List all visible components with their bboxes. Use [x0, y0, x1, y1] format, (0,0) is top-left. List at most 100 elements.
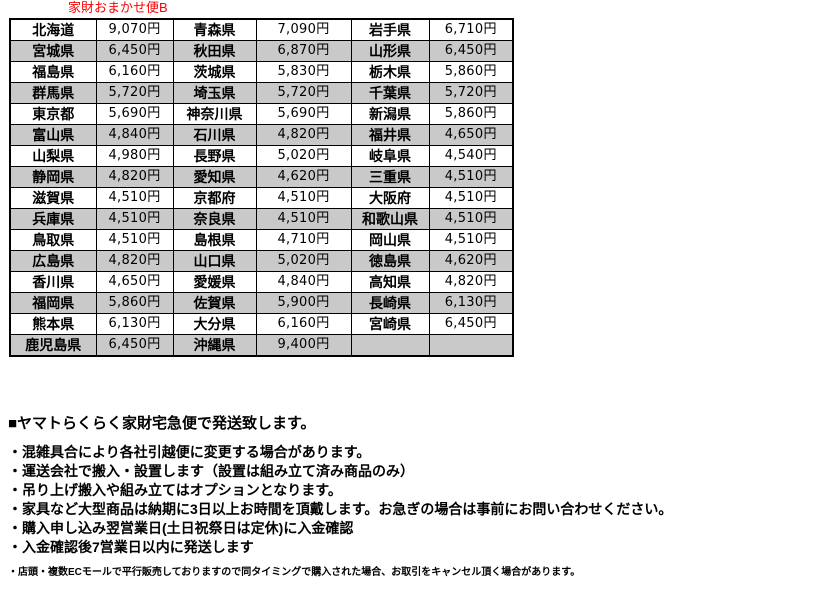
table-cell-empty — [428, 334, 514, 357]
table-cell-prefecture: 沖縄県 — [172, 334, 257, 357]
table-cell-price: 5,020円 — [255, 250, 352, 272]
table-cell-price: 9,070円 — [95, 18, 174, 41]
table-cell-price: 5,720円 — [255, 82, 352, 104]
table-cell-prefecture: 福島県 — [9, 61, 97, 83]
table-cell-price: 4,510円 — [95, 208, 174, 230]
shipping-fee-table-body: 北海道 9,070円 青森県 7,090円 岩手県 6,710円 宮城県 6,450円 秋田県 6… — [9, 18, 514, 357]
table-cell-price: 6,160円 — [95, 61, 174, 83]
table-cell-prefecture: 兵庫県 — [9, 208, 97, 230]
table-cell-prefecture: 奈良県 — [172, 208, 257, 230]
table-cell-prefecture: 埼玉県 — [172, 82, 257, 104]
table-cell-prefecture: 愛媛県 — [172, 271, 257, 293]
table-row: 山梨県 4,980円 長野県 5,020円 岐阜県 4,540円 — [9, 145, 514, 167]
note-line: ・吊り上げ搬入や組み立てはオプションとなります。 — [8, 482, 342, 498]
table-cell-price: 6,710円 — [428, 18, 514, 41]
table-cell-empty — [350, 334, 430, 357]
table-cell-price: 5,720円 — [95, 82, 174, 104]
table-row: 群馬県 5,720円 埼玉県 5,720円 千葉県 5,720円 — [9, 82, 514, 104]
table-cell-price: 6,450円 — [428, 40, 514, 62]
table-cell-price: 4,510円 — [428, 229, 514, 251]
table-cell-price: 4,510円 — [95, 187, 174, 209]
table-cell-price: 6,450円 — [95, 334, 174, 357]
table-cell-price: 6,160円 — [255, 313, 352, 335]
table-cell-prefecture: 茨城県 — [172, 61, 257, 83]
table-cell-prefecture: 青森県 — [172, 18, 257, 41]
table-cell-price: 6,450円 — [428, 313, 514, 335]
table-row: 宮城県 6,450円 秋田県 6,870円 山形県 6,450円 — [9, 40, 514, 62]
table-cell-prefecture: 山形県 — [350, 40, 430, 62]
table-cell-price: 5,900円 — [255, 292, 352, 314]
table-row: 香川県 4,650円 愛媛県 4,840円 高知県 4,820円 — [9, 271, 514, 293]
shipping-fee-table: 北海道 9,070円 青森県 7,090円 岩手県 6,710円 宮城県 6,450円 秋田県 6… — [9, 18, 514, 357]
table-cell-prefecture: 大分県 — [172, 313, 257, 335]
notes-fine-print: ・店頭・複数ECモールで平行販売しておりますので同タイミングで購入された場合、お… — [8, 567, 581, 578]
table-cell-prefecture: 岐阜県 — [350, 145, 430, 167]
table-cell-prefecture: 宮城県 — [9, 40, 97, 62]
table-cell-prefecture: 徳島県 — [350, 250, 430, 272]
table-cell-prefecture: 愛知県 — [172, 166, 257, 188]
table-row: 福島県 6,160円 茨城県 5,830円 栃木県 5,860円 — [9, 61, 514, 83]
shipping-fee-table-container: 北海道 9,070円 青森県 7,090円 岩手県 6,710円 宮城県 6,450円 秋田県 6… — [9, 18, 514, 357]
shipping-plan-title: 家財おまかせ便B — [68, 0, 168, 15]
table-cell-price: 5,720円 — [428, 82, 514, 104]
table-cell-price: 4,620円 — [428, 250, 514, 272]
note-line: ・家具など大型商品は納期に3日以上お時間を頂戴します。お急ぎの場合は事前にお問い… — [8, 501, 673, 517]
table-row: 東京都 5,690円 神奈川県 5,690円 新潟県 5,860円 — [9, 103, 514, 125]
table-cell-prefecture: 秋田県 — [172, 40, 257, 62]
table-cell-price: 5,690円 — [255, 103, 352, 125]
table-cell-price: 6,130円 — [428, 292, 514, 314]
table-cell-prefecture: 山梨県 — [9, 145, 97, 167]
table-cell-prefecture: 東京都 — [9, 103, 97, 125]
table-cell-prefecture: 長崎県 — [350, 292, 430, 314]
table-cell-prefecture: 岡山県 — [350, 229, 430, 251]
table-row: 福岡県 5,860円 佐賀県 5,900円 長崎県 6,130円 — [9, 292, 514, 314]
shipping-notes-block: ■ヤマトらくらく家財宅急便で発送致します。 ・混雑具合により各社引越便に変更する… — [8, 414, 814, 580]
table-cell-prefecture: 滋賀県 — [9, 187, 97, 209]
table-cell-price: 4,820円 — [95, 166, 174, 188]
table-cell-prefecture: 石川県 — [172, 124, 257, 146]
table-cell-price: 9,400円 — [255, 334, 352, 357]
table-cell-prefecture: 福井県 — [350, 124, 430, 146]
table-cell-prefecture: 静岡県 — [9, 166, 97, 188]
table-cell-prefecture: 熊本県 — [9, 313, 97, 335]
table-cell-prefecture: 群馬県 — [9, 82, 97, 104]
table-cell-prefecture: 神奈川県 — [172, 103, 257, 125]
table-cell-prefecture: 富山県 — [9, 124, 97, 146]
table-row: 兵庫県 4,510円 奈良県 4,510円 和歌山県 4,510円 — [9, 208, 514, 230]
notes-list: ・混雑具合により各社引越便に変更する場合があります。 ・運送会社で搬入・設置します… — [8, 443, 814, 557]
table-cell-price: 4,510円 — [428, 187, 514, 209]
note-line: ・混雑具合により各社引越便に変更する場合があります。 — [8, 444, 371, 460]
table-row: 富山県 4,840円 石川県 4,820円 福井県 4,650円 — [9, 124, 514, 146]
table-cell-price: 4,650円 — [428, 124, 514, 146]
table-cell-price: 6,130円 — [95, 313, 174, 335]
table-row: 鳥取県 4,510円 島根県 4,710円 岡山県 4,510円 — [9, 229, 514, 251]
table-cell-price: 4,820円 — [255, 124, 352, 146]
notes-heading: ■ヤマトらくらく家財宅急便で発送致します。 — [8, 415, 316, 432]
table-cell-price: 4,510円 — [428, 208, 514, 230]
table-cell-prefecture: 大阪府 — [350, 187, 430, 209]
table-cell-prefecture: 三重県 — [350, 166, 430, 188]
table-row: 滋賀県 4,510円 京都府 4,510円 大阪府 4,510円 — [9, 187, 514, 209]
table-cell-prefecture: 鹿児島県 — [9, 334, 97, 357]
table-row: 熊本県 6,130円 大分県 6,160円 宮崎県 6,450円 — [9, 313, 514, 335]
table-cell-price: 6,870円 — [255, 40, 352, 62]
table-cell-prefecture: 新潟県 — [350, 103, 430, 125]
table-row: 広島県 4,820円 山口県 5,020円 徳島県 4,620円 — [9, 250, 514, 272]
table-cell-price: 5,860円 — [428, 103, 514, 125]
table-cell-price: 4,510円 — [255, 208, 352, 230]
table-cell-price: 4,510円 — [95, 229, 174, 251]
table-cell-prefecture: 岩手県 — [350, 18, 430, 41]
table-cell-price: 6,450円 — [95, 40, 174, 62]
table-cell-prefecture: 香川県 — [9, 271, 97, 293]
table-cell-prefecture: 山口県 — [172, 250, 257, 272]
note-line: ・購入申し込み翌営業日(土日祝祭日は定休)に入金確認 — [8, 520, 354, 536]
table-cell-price: 4,540円 — [428, 145, 514, 167]
table-cell-prefecture: 千葉県 — [350, 82, 430, 104]
table-cell-prefecture: 長野県 — [172, 145, 257, 167]
table-cell-price: 5,860円 — [428, 61, 514, 83]
table-cell-prefecture: 和歌山県 — [350, 208, 430, 230]
table-cell-price: 7,090円 — [255, 18, 352, 41]
table-cell-price: 5,830円 — [255, 61, 352, 83]
table-cell-prefecture: 栃木県 — [350, 61, 430, 83]
table-cell-prefecture: 京都府 — [172, 187, 257, 209]
